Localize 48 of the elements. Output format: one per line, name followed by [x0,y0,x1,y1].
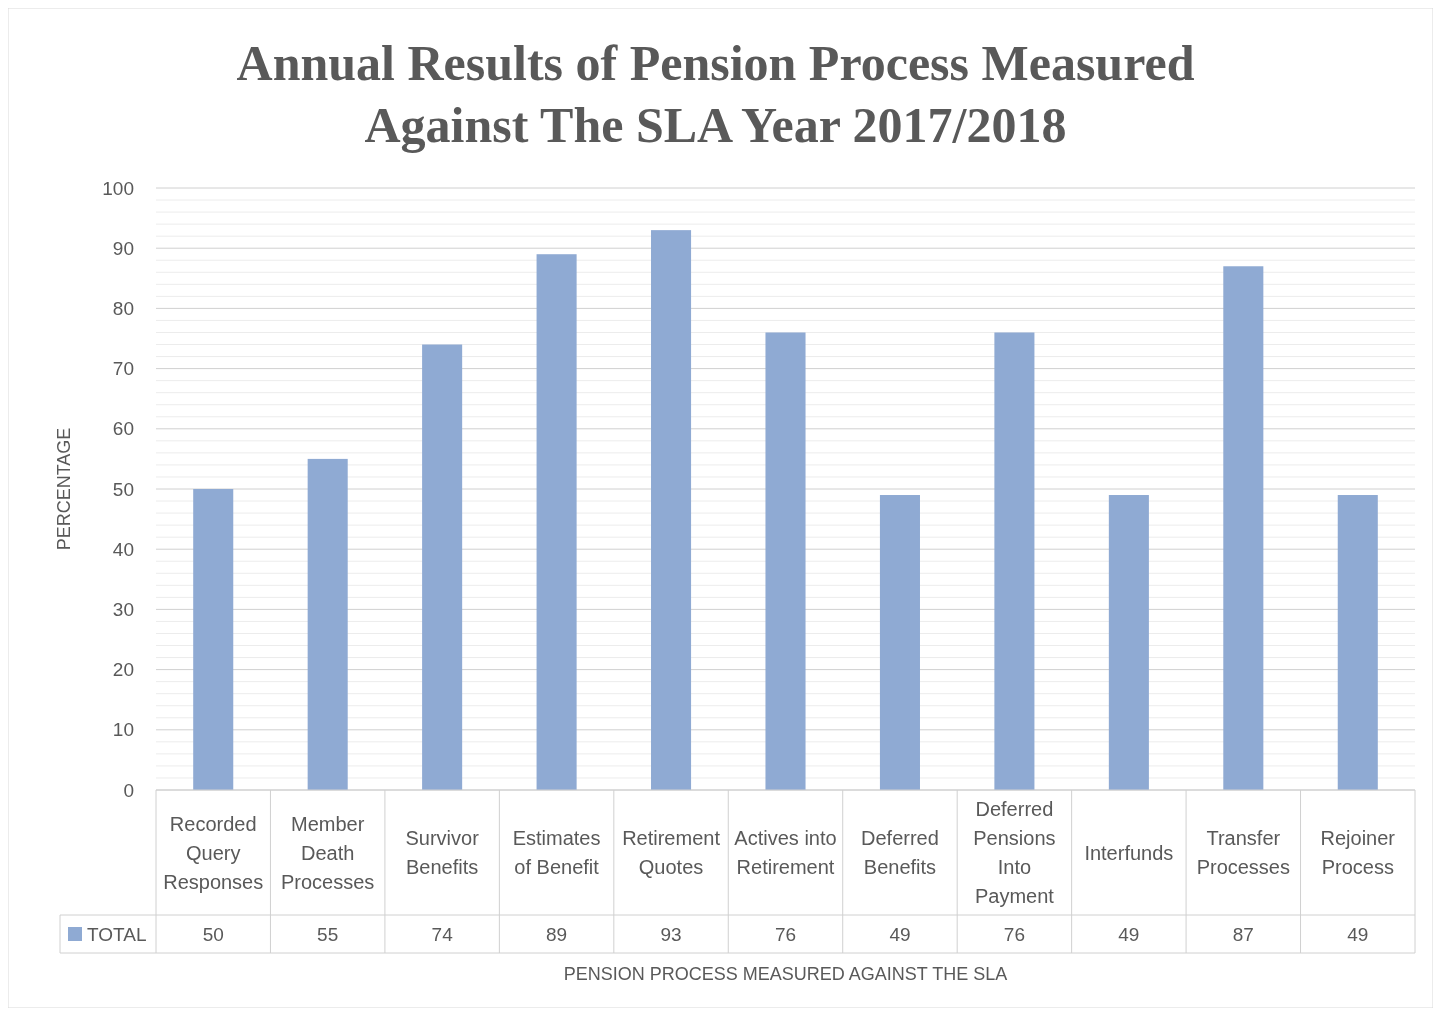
x-tick-label: Actives into Retirement [734,827,837,878]
y-tick-label: 0 [123,779,134,801]
bar [1108,495,1149,790]
data-label: 74 [431,923,454,945]
x-tick-label: Transfer Processes [1196,827,1291,878]
y-tick-label: 10 [112,719,134,741]
y-tick-label: 70 [112,358,134,380]
bar [994,332,1035,790]
x-tick-label: Interfunds [1084,841,1174,864]
x-tick-label: Recorded Query Responses [163,812,264,893]
data-label: 87 [1232,923,1254,945]
data-label: 55 [317,923,339,945]
x-tick-label: Rejoiner Process [1320,827,1396,878]
y-tick-label: 30 [112,599,134,621]
data-label: 49 [1347,923,1369,945]
x-axis-title: PENSION PROCESS MEASURED AGAINST THE SLA [563,964,1008,985]
legend-label: TOTAL [87,923,147,945]
x-tick-label: Member Death Processes [280,812,375,893]
y-tick-label: 100 [102,177,134,199]
bar [536,254,577,790]
data-label: 76 [1003,923,1025,945]
y-tick-label: 60 [112,418,134,440]
x-tick-label: Deferred Pensions Into Payment [973,798,1056,907]
bar [879,495,920,790]
x-tick-label: Estimates of Benefit [512,827,601,878]
data-label: 49 [1118,923,1140,945]
y-tick-label: 80 [112,298,134,320]
bar [193,489,234,790]
bar [422,344,463,790]
x-tick-label: Survivor Benefits [405,827,480,878]
data-label: 93 [660,923,682,945]
bar [651,230,692,790]
bar [307,458,348,790]
data-label: 89 [546,923,568,945]
data-label: 76 [774,923,797,945]
x-tick-label: Retirement Quotes [622,827,721,878]
y-tick-label: 90 [112,237,134,259]
bar [1223,266,1264,790]
data-label: 50 [202,923,224,945]
data-label: 49 [889,923,911,945]
bar [1337,495,1378,790]
y-axis-title: PERCENTAGE [54,427,74,551]
x-tick-label: Deferred Benefits [861,827,939,878]
bar [765,332,806,790]
y-tick-label: 50 [112,478,134,500]
y-tick-label: 40 [112,538,134,560]
y-tick-label: 20 [112,659,134,681]
chart-title: Annual Results of Pension Process Measured Against The SLA Year 2017/2018 [236,35,1195,153]
